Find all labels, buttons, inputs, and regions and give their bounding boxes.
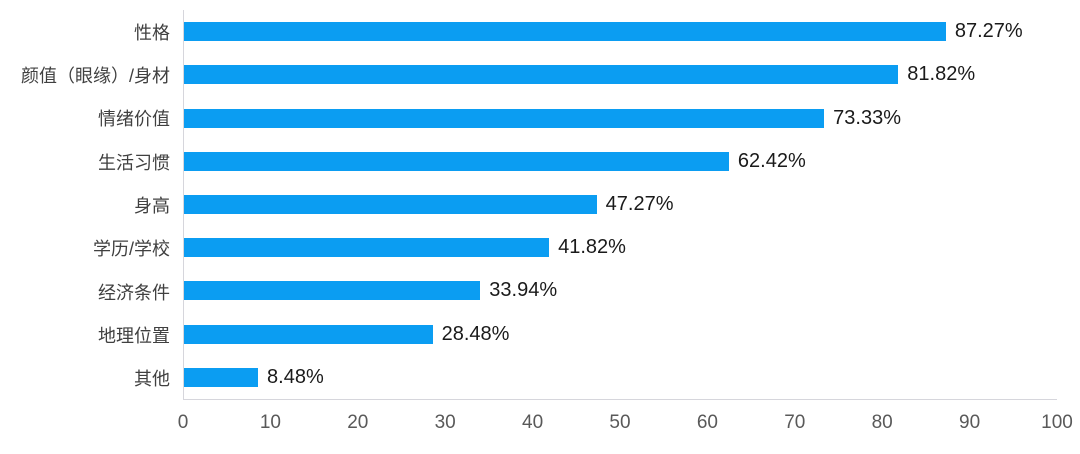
x-axis-tick: 10	[259, 412, 281, 433]
bar-row: 8.48%	[184, 356, 1057, 399]
x-axis-tick: 60	[696, 412, 718, 433]
bar	[184, 367, 259, 387]
x-axis-tick: 50	[609, 412, 631, 433]
bar	[184, 324, 433, 344]
bar-row: 33.94%	[184, 269, 1057, 312]
bar	[184, 281, 481, 301]
bar-value-label: 47.27%	[605, 192, 674, 215]
bar-value-label: 28.48%	[441, 322, 510, 345]
x-axis-tick: 70	[784, 412, 806, 433]
bar-value-label: 87.27%	[954, 20, 1023, 43]
bar-value-label: 41.82%	[558, 236, 626, 259]
category-label: 性格	[134, 22, 170, 43]
category-label: 生活习惯	[98, 152, 170, 173]
bar-value-label: 8.48%	[267, 365, 324, 388]
bar-row: 47.27%	[184, 183, 1057, 226]
category-label: 身高	[134, 195, 170, 216]
bar-value-label: 62.42%	[737, 149, 806, 172]
x-axis: 0 10 20 30 40 50 60 70 80 90 100	[178, 400, 1073, 444]
bar-row: 81.82%	[184, 53, 1057, 96]
bar	[184, 108, 825, 128]
bar-row: 87.27%	[184, 10, 1057, 53]
bar-row: 73.33%	[184, 96, 1057, 139]
category-axis: 性格颜值（眼缘）/身材情绪价值生活习惯身高学历/学校经济条件地理位置其他	[0, 10, 170, 400]
x-axis-tick: 100	[1041, 412, 1073, 433]
plot-area: 87.27% 81.82% 73.33% 62.42% 47.27% 41.82% 33.9…	[183, 10, 1057, 400]
bar	[184, 238, 550, 258]
category-label: 地理位置	[98, 325, 170, 346]
bar-value-label: 73.33%	[833, 106, 901, 129]
x-axis-tick: 20	[347, 412, 369, 433]
bar-value-label: 81.82%	[907, 63, 976, 86]
x-axis-tick: 30	[434, 412, 456, 433]
category-label: 学历/学校	[92, 239, 170, 260]
bar	[184, 22, 946, 42]
category-label: 颜值（眼缘）/身材	[20, 65, 170, 86]
bar-row: 62.42%	[184, 140, 1057, 183]
bar	[184, 151, 729, 171]
x-axis-tick: 0	[177, 412, 189, 433]
bar-row: 28.48%	[184, 313, 1057, 356]
category-label: 经济条件	[98, 282, 170, 303]
x-axis-tick: 90	[959, 412, 981, 433]
bar-value-label: 33.94%	[489, 279, 558, 302]
bar	[184, 65, 899, 85]
bar-row: 41.82%	[184, 226, 1057, 269]
x-axis-tick: 40	[522, 412, 544, 433]
category-label: 其他	[134, 369, 170, 390]
bar	[184, 194, 597, 214]
category-label: 情绪价值	[98, 109, 170, 130]
x-axis-tick: 80	[871, 412, 893, 433]
